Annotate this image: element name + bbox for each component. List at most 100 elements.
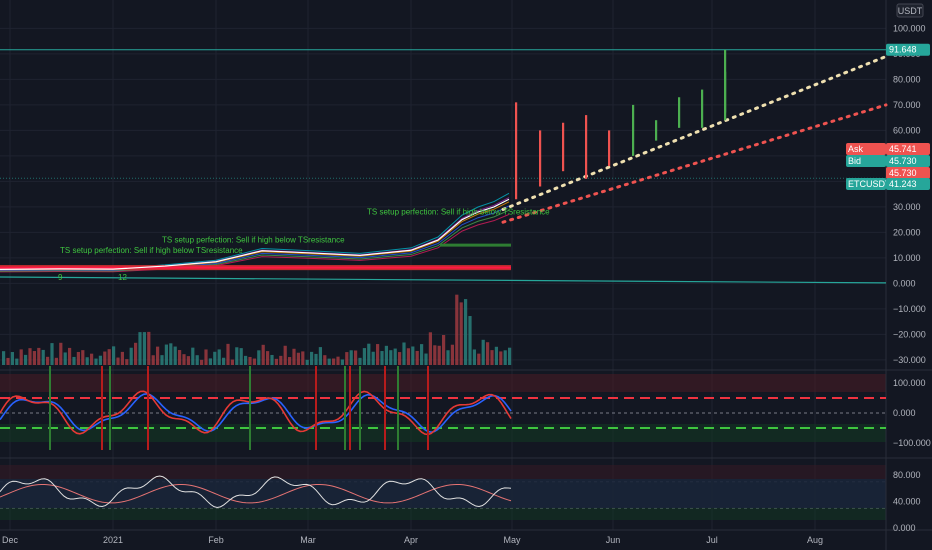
volume-bar xyxy=(279,355,283,365)
volume-bar xyxy=(6,357,10,365)
oscillator1-oversold-band xyxy=(0,424,886,442)
volume-bar xyxy=(112,346,116,365)
x-tick-label: Feb xyxy=(208,535,224,545)
bid-tag-value-box xyxy=(886,155,930,167)
bid-tag-label: Bid xyxy=(848,156,861,166)
oscillator1-tick-label: 0.000 xyxy=(893,408,916,418)
x-tick-label: Aug xyxy=(807,535,823,545)
volume-bar xyxy=(376,344,380,365)
volume-bar xyxy=(50,343,54,365)
price-tick-label: 30.000 xyxy=(893,202,921,212)
volume-bar xyxy=(72,356,76,365)
symbol-tag-label: ETCUSDT xyxy=(848,179,891,189)
volume-bar xyxy=(477,353,481,365)
volume-bar xyxy=(191,347,195,365)
volume-bar xyxy=(226,343,230,365)
volume-bar xyxy=(323,355,327,365)
volume-bar xyxy=(235,347,239,365)
price-tick-label: 0.000 xyxy=(893,278,916,288)
volume-bar xyxy=(94,358,98,365)
x-tick-label: Jul xyxy=(706,535,718,545)
volume-bar xyxy=(81,350,85,365)
oscillator1-signal-line xyxy=(0,393,512,433)
volume-bar xyxy=(261,344,265,365)
volume-bar xyxy=(424,353,428,365)
volume-bar xyxy=(464,299,468,365)
volume-bar xyxy=(490,350,494,365)
projection-line xyxy=(501,54,888,211)
volume-bar xyxy=(37,347,41,365)
volume-bar xyxy=(415,350,419,365)
oscillator2-tick-label: 0.000 xyxy=(893,523,916,533)
volume-bar xyxy=(292,348,296,365)
volume-bar xyxy=(296,352,300,365)
volume-bar xyxy=(459,302,463,365)
last-price-tag: 45.730 xyxy=(886,167,930,179)
ask-tag-value: 45.741 xyxy=(889,144,917,154)
projection-bar xyxy=(562,122,565,172)
bid-tag-label-box xyxy=(846,155,886,167)
x-tick-label: May xyxy=(503,535,521,545)
x-tick-label: Apr xyxy=(404,535,418,545)
volume-bar xyxy=(283,345,287,365)
price-tick-label: −30.000 xyxy=(893,355,926,365)
projection-bar xyxy=(608,130,611,167)
volume-bar xyxy=(129,347,133,365)
volume-bar xyxy=(433,345,437,365)
misc-label: 12 xyxy=(118,273,127,282)
resistance-tag-value: 91.648 xyxy=(889,45,917,55)
volume-bar xyxy=(314,353,318,365)
volume-bar xyxy=(310,351,314,365)
volume-bar xyxy=(169,343,173,365)
volume-bar xyxy=(68,347,72,365)
volume-bar xyxy=(151,355,155,365)
volume-bar xyxy=(147,331,151,365)
oscillator2-band xyxy=(0,479,886,508)
volume-bar xyxy=(15,358,19,365)
volume-bar xyxy=(103,351,107,365)
projection-bar xyxy=(632,104,635,156)
ribbon-line xyxy=(0,213,510,273)
signal-label: TS setup perfection: Sell if high below … xyxy=(162,236,345,245)
volume-bar xyxy=(125,359,129,365)
volume-bar xyxy=(455,294,459,365)
volume-bar xyxy=(173,346,177,365)
volume-bar xyxy=(508,347,512,365)
volume-bar xyxy=(327,358,331,365)
ask-tag-label-box xyxy=(846,143,886,155)
price-tick-label: 80.000 xyxy=(893,74,921,84)
volume-bar xyxy=(301,351,305,365)
volume-bar xyxy=(76,351,80,365)
volume-bar xyxy=(41,349,45,365)
volume-bar xyxy=(10,352,14,365)
symbol-tag-value-box xyxy=(886,178,930,190)
volume-bar xyxy=(336,356,340,365)
volume-bar xyxy=(217,349,221,365)
volume-bar xyxy=(252,358,256,365)
trend-line xyxy=(0,276,887,284)
volume-bar xyxy=(446,350,450,365)
oscillator2-signal-line xyxy=(0,483,512,504)
oscillator2-tick-label: 80.000 xyxy=(893,470,921,480)
oscillator1-overbought-band xyxy=(0,374,886,392)
volume-bar xyxy=(208,358,212,365)
oscillator2-bottom-band xyxy=(0,508,886,520)
volume-bar xyxy=(248,356,252,365)
volume-bar xyxy=(244,355,248,365)
ask-tag-value-box xyxy=(886,143,930,155)
volume-bar xyxy=(481,339,485,365)
volume-bar xyxy=(349,350,353,365)
volume-bar xyxy=(2,351,6,365)
volume-bar xyxy=(428,332,432,365)
volume-bar xyxy=(450,344,454,365)
price-tick-label: 10.000 xyxy=(893,253,921,263)
volume-bar xyxy=(499,351,503,365)
currency-selector[interactable]: USDT xyxy=(896,3,924,18)
volume-bar xyxy=(54,357,58,365)
volume-bar xyxy=(389,350,393,365)
volume-bar xyxy=(305,359,309,365)
oscillator1-tick-label: −100.000 xyxy=(893,438,931,448)
